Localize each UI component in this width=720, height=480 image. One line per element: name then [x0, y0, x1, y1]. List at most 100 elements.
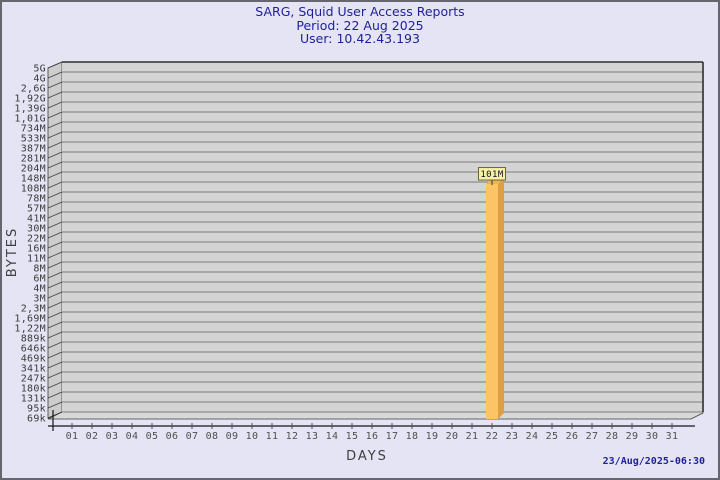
- y-tick-label: 78M: [27, 194, 46, 205]
- y-tick-mark: [47, 391, 63, 399]
- y-tick-label: 8M: [33, 264, 46, 275]
- y-tick-mark: [47, 261, 63, 269]
- y-tick-label: 6M: [33, 274, 46, 285]
- y-tick-label: 5G: [33, 64, 46, 75]
- y-tick-mark: [47, 231, 63, 239]
- y-tick-label: 341k: [21, 364, 46, 375]
- y-tick-label: 1,39G: [14, 104, 46, 115]
- x-tick-label: 04: [126, 431, 139, 442]
- y-tick-mark: [47, 241, 63, 249]
- y-tick-label: 22M: [27, 234, 46, 245]
- x-tick-label: 19: [426, 431, 439, 442]
- y-tick-mark: [47, 221, 63, 229]
- y-tick-label: 148M: [21, 174, 46, 185]
- y-tick-label: 16M: [27, 244, 46, 255]
- y-axis-title: BYTES: [5, 227, 20, 278]
- y-tick-label: 41M: [27, 214, 46, 225]
- y-tick-mark: [47, 401, 63, 409]
- y-tick-mark: [47, 201, 63, 209]
- y-tick-label: 95k: [27, 404, 46, 415]
- x-tick-label: 21: [466, 431, 479, 442]
- y-tick-mark: [47, 311, 63, 319]
- y-tick-mark: [47, 111, 63, 119]
- x-tick-label: 05: [146, 431, 159, 442]
- x-tick-label: 08: [206, 431, 219, 442]
- bar-value-label: 101M: [480, 170, 503, 180]
- y-tick-mark: [47, 161, 63, 169]
- x-tick-label: 16: [366, 431, 379, 442]
- x-tick-label: 17: [386, 431, 399, 442]
- y-tick-label: 469k: [21, 354, 46, 365]
- y-tick-mark: [47, 171, 63, 179]
- y-tick-label: 4G: [33, 74, 46, 85]
- y-tick-label: 646k: [21, 344, 46, 355]
- bar-value-label-box: [478, 167, 506, 181]
- y-tick-mark: [47, 121, 63, 129]
- y-tick-mark: [47, 371, 63, 379]
- x-tick-label: 24: [526, 431, 539, 442]
- y-tick-mark: [47, 131, 63, 139]
- y-tick-mark: [47, 291, 63, 299]
- y-tick-mark: [47, 281, 63, 289]
- y-tick-label: 4M: [33, 284, 46, 295]
- x-tick-label: 10: [246, 431, 259, 442]
- x-tick-label: 31: [666, 431, 679, 442]
- y-tick-mark: [47, 101, 63, 109]
- y-tick-mark: [47, 61, 63, 69]
- y-tick-label: 57M: [27, 204, 46, 215]
- x-tick-label: 26: [566, 431, 579, 442]
- y-tick-label: 2,3M: [21, 304, 46, 315]
- x-tick-label: 06: [166, 431, 179, 442]
- x-tick-label: 09: [226, 431, 239, 442]
- x-tick-label: 01: [66, 431, 79, 442]
- x-tick-label: 18: [406, 431, 419, 442]
- x-tick-label: 20: [446, 431, 459, 442]
- bar-side-face: [498, 178, 504, 419]
- y-tick-label: 889k: [21, 334, 46, 345]
- y-tick-mark: [47, 351, 63, 359]
- x-tick-label: 27: [586, 431, 599, 442]
- plot-side-wall: [47, 61, 63, 419]
- report-title: SARG, Squid User Access Reports: [255, 4, 465, 19]
- x-tick-label: 28: [606, 431, 619, 442]
- y-tick-label: 734M: [21, 124, 46, 135]
- report-user: User: 10.42.43.193: [300, 31, 420, 46]
- x-tick-label: 14: [326, 431, 339, 442]
- y-tick-label: 1,92G: [14, 94, 46, 105]
- y-tick-mark: [47, 411, 63, 419]
- x-tick-label: 23: [506, 431, 519, 442]
- y-tick-mark: [47, 301, 63, 309]
- y-tick-mark: [47, 381, 63, 389]
- y-tick-label: 247k: [21, 374, 46, 385]
- y-tick-label: 180k: [21, 384, 46, 395]
- y-tick-mark: [47, 141, 63, 149]
- data-bar: [486, 184, 498, 419]
- x-tick-label: 22: [486, 431, 499, 442]
- y-tick-label: 1,69M: [14, 314, 46, 325]
- report-period: Period: 22 Aug 2025: [296, 17, 424, 33]
- y-tick-label: 11M: [27, 254, 46, 265]
- x-axis-title: DAYS: [346, 449, 388, 464]
- y-tick-label: 533M: [21, 134, 46, 145]
- x-tick-label: 03: [106, 431, 119, 442]
- y-tick-label: 387M: [21, 144, 46, 155]
- y-tick-mark: [47, 321, 63, 329]
- y-tick-label: 30M: [27, 224, 46, 235]
- y-tick-mark: [47, 71, 63, 79]
- x-tick-label: 02: [86, 431, 99, 442]
- report-generated-timestamp: 23/Aug/2025-06:30: [602, 456, 705, 467]
- y-tick-label: 281M: [21, 154, 46, 165]
- y-tick-mark: [47, 341, 63, 349]
- y-tick-label: 1,22M: [14, 324, 46, 335]
- y-tick-label: 204M: [21, 164, 46, 175]
- y-tick-label: 3M: [33, 294, 46, 305]
- x-tick-label: 29: [626, 431, 639, 442]
- y-tick-mark: [47, 191, 63, 199]
- y-tick-label: 69k: [27, 414, 46, 425]
- y-tick-mark: [47, 91, 63, 99]
- y-tick-mark: [47, 251, 63, 259]
- plot-floor: [47, 411, 704, 420]
- y-tick-label: 108M: [21, 184, 46, 195]
- y-tick-mark: [47, 181, 63, 189]
